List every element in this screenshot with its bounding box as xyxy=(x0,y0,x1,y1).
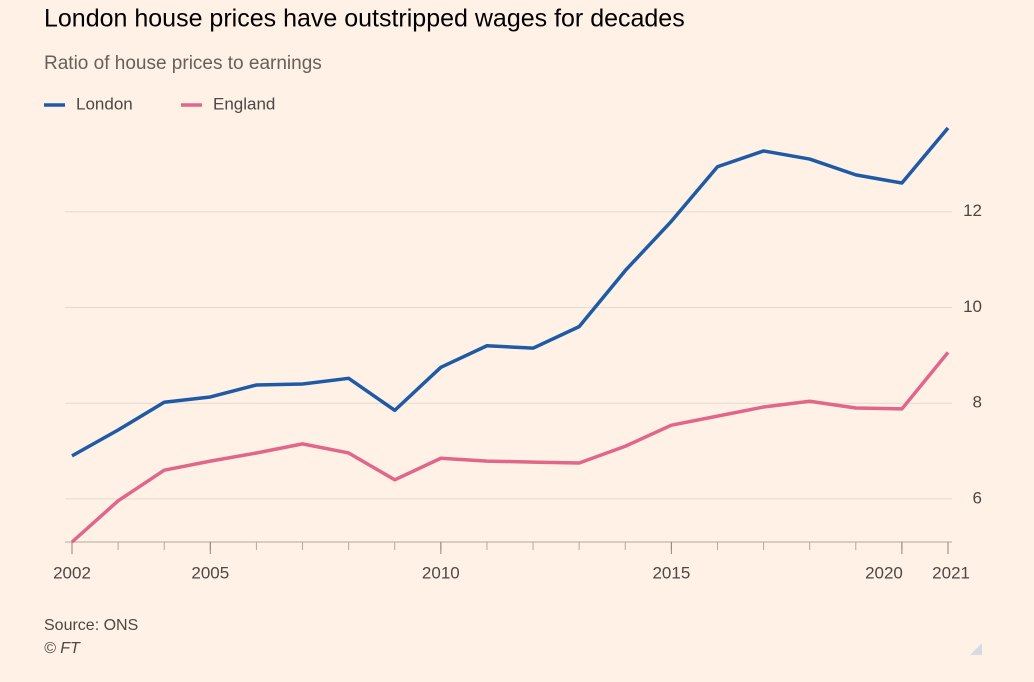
x-tick-label: 2002 xyxy=(53,563,91,582)
y-tick-label: 12 xyxy=(963,201,982,220)
legend-label: London xyxy=(76,94,133,113)
corner-mark xyxy=(970,643,982,655)
series-line xyxy=(70,351,950,544)
x-tick-label: 2005 xyxy=(191,563,229,582)
legend: London England xyxy=(44,94,275,113)
y-tick-label: 6 xyxy=(973,488,982,507)
y-tick-label: 10 xyxy=(963,297,982,316)
series-line xyxy=(71,126,950,458)
x-tick-label: 2021 xyxy=(932,563,970,582)
x-tick-label: 2010 xyxy=(422,563,460,582)
x-tick-label: 2020 xyxy=(865,563,903,582)
chart-title: London house prices have outstripped wag… xyxy=(44,5,685,33)
chart-subtitle: Ratio of house prices to earnings xyxy=(44,53,322,74)
legend-label: England xyxy=(213,94,275,113)
plot-area: 6 8 10 12 2002 2005 2010 2015 2020 2021 xyxy=(53,126,982,582)
x-tick-label: 2015 xyxy=(652,563,690,582)
y-tick-label: 8 xyxy=(973,393,982,412)
source: Source: ONS xyxy=(44,617,138,634)
credit: © FT xyxy=(44,640,81,657)
